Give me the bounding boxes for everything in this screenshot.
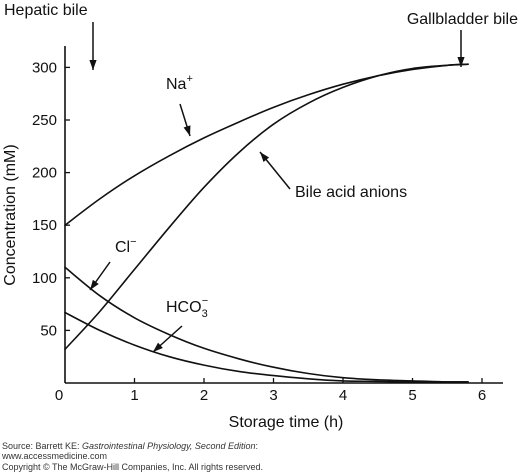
source-prefix: Source: Barrett KE: <box>2 441 83 451</box>
x-axis-label: Storage time (h) <box>229 414 344 431</box>
annotation-na-sup: + <box>186 73 192 85</box>
y-tick-label-50: 50 <box>40 322 57 339</box>
ticks: 1 2 3 4 5 6 50 100 150 200 250 300 <box>32 59 486 404</box>
y-tick-label-250: 250 <box>32 112 57 129</box>
series-line-bile-acid <box>64 63 469 351</box>
series-line-hco3 <box>64 311 469 383</box>
axes <box>64 46 503 384</box>
annotation-hco3-sub: 3 <box>202 308 208 320</box>
annotation-hepatic: Hepatic bile <box>4 2 88 19</box>
y-tick-label-200: 200 <box>32 165 57 182</box>
source-suffix: : <box>255 441 258 451</box>
annotation-hco3-text: HCO <box>166 299 202 316</box>
x-tick-label-3: 3 <box>269 387 277 404</box>
annotation-hepatic-text: Hepatic bile <box>4 2 88 19</box>
x-tick-label-6: 6 <box>478 387 486 404</box>
arrow-bile-acid <box>259 151 291 190</box>
annotation-bile-acid: Bile acid anions <box>295 184 407 201</box>
annotations: Hepatic bile Gallbladder bile Na+ Bile acid… <box>4 2 518 353</box>
annotation-cl-text: Cl <box>115 239 130 256</box>
arrow-na <box>179 103 191 137</box>
x-tick-label-2: 2 <box>200 387 208 404</box>
y-tick-label-300: 300 <box>32 59 57 76</box>
annotation-cl-sup: − <box>130 236 136 248</box>
source-line: Source: Barrett KE: Gastrointestinal Phy… <box>2 441 258 452</box>
arrow-hco3 <box>152 325 183 353</box>
annotation-cl: Cl− <box>115 236 137 256</box>
annotation-na-text: Na <box>166 76 187 93</box>
series-line-cl <box>64 266 469 383</box>
source-website: www.accessmedicine.com <box>2 451 108 461</box>
series-line-na <box>64 63 469 226</box>
y-tick-label-150: 150 <box>32 217 57 234</box>
x-tick-label-4: 4 <box>339 387 347 404</box>
arrow-cl <box>89 261 111 291</box>
y-tick-label-100: 100 <box>32 270 57 287</box>
arrow-gallbladder <box>457 30 465 67</box>
annotation-hco3-sup: − <box>202 295 208 307</box>
arrow-hepatic <box>89 22 97 70</box>
y-axis-label: Concentration (mM) <box>2 144 19 285</box>
annotation-hco3: HCO3− <box>166 295 208 320</box>
annotation-bile-acid-text: Bile acid anions <box>295 184 407 201</box>
annotation-gallbladder-text: Gallbladder bile <box>407 11 518 28</box>
source-title: Gastrointestinal Physiology, Second Edit… <box>82 441 256 451</box>
x-tick-label-5: 5 <box>408 387 416 404</box>
annotation-gallbladder: Gallbladder bile <box>407 11 518 28</box>
annotation-na: Na+ <box>166 73 193 93</box>
origin-label: 0 <box>55 387 63 404</box>
x-tick-label-1: 1 <box>130 387 138 404</box>
copyright-line: Copyright © The McGraw-Hill Companies, I… <box>2 462 264 472</box>
series-lines <box>64 63 469 383</box>
